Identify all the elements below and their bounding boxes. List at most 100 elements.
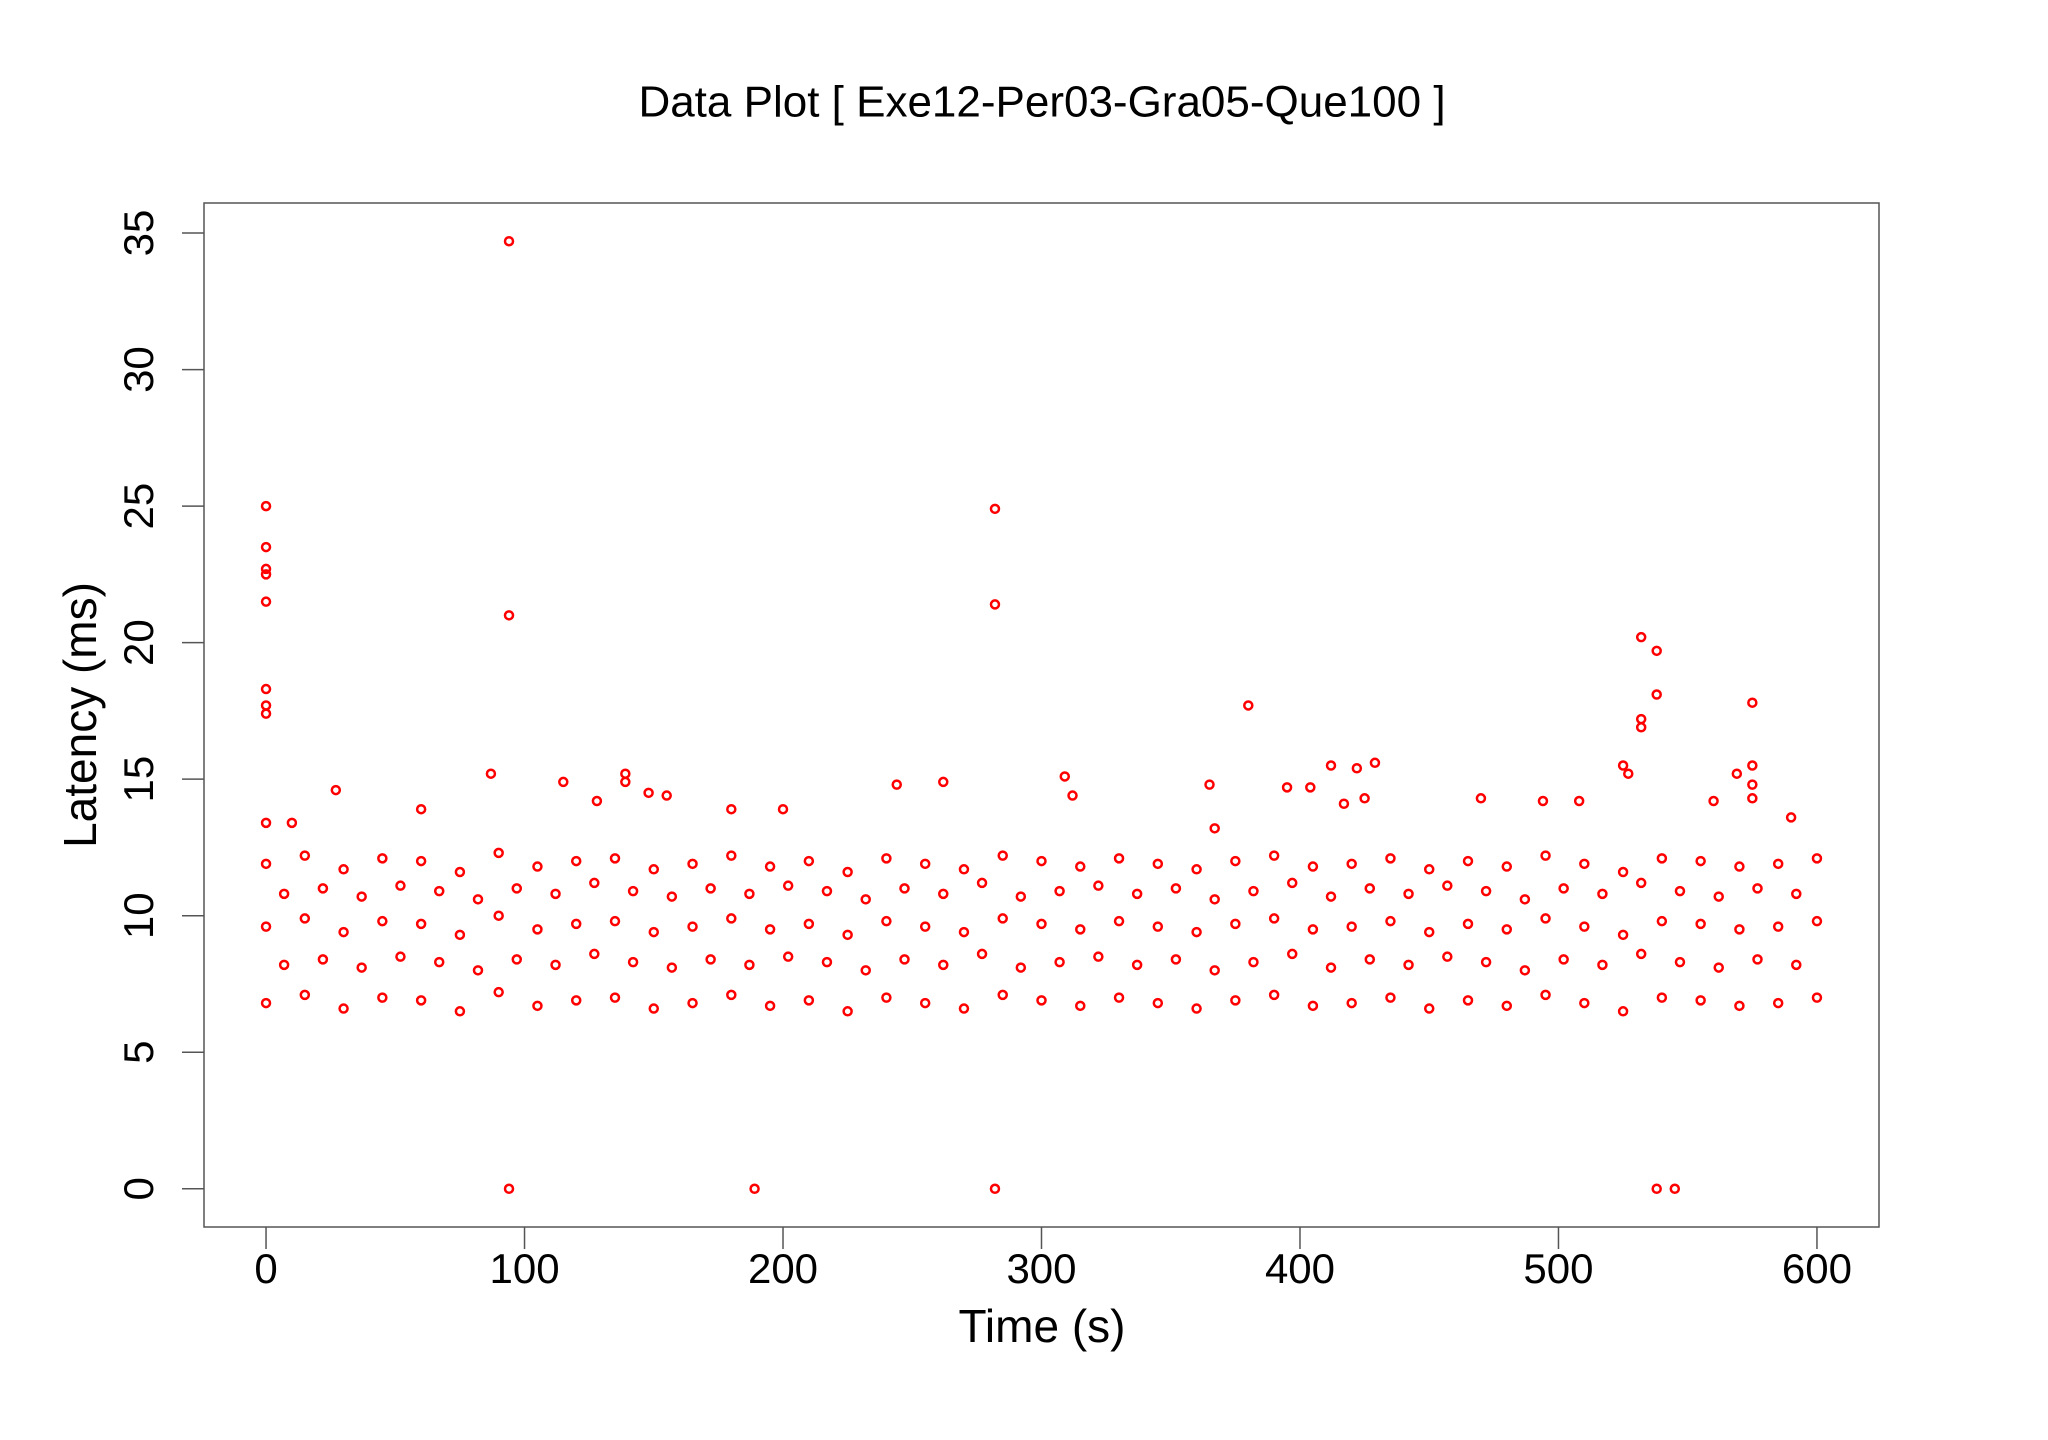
point	[493, 847, 504, 859]
point	[1385, 915, 1396, 927]
point	[1734, 861, 1745, 872]
point	[1268, 989, 1280, 1001]
point	[570, 855, 582, 867]
point	[1230, 918, 1241, 930]
point	[1093, 880, 1104, 891]
point	[299, 913, 311, 924]
point	[1191, 864, 1202, 875]
point	[260, 500, 272, 512]
point	[1480, 956, 1492, 968]
point	[415, 803, 427, 815]
point	[472, 894, 484, 905]
y-tick-label: 25	[115, 483, 162, 530]
point	[1501, 861, 1513, 872]
point	[1708, 795, 1719, 807]
point	[803, 855, 815, 867]
point	[1075, 861, 1086, 872]
point	[1036, 918, 1047, 930]
point	[1635, 722, 1647, 733]
point	[1656, 992, 1668, 1003]
point	[687, 921, 698, 932]
point	[976, 948, 988, 960]
point	[1734, 924, 1745, 935]
point	[1131, 959, 1143, 971]
point	[1423, 926, 1435, 938]
point	[1475, 793, 1487, 804]
point	[356, 891, 367, 902]
point	[1346, 858, 1357, 870]
point	[609, 853, 621, 864]
point	[1204, 779, 1215, 790]
point	[1054, 885, 1065, 897]
point	[1131, 888, 1143, 900]
point	[1597, 959, 1608, 971]
point	[260, 708, 272, 719]
point	[1540, 989, 1551, 1001]
point	[1695, 855, 1706, 867]
point	[777, 803, 789, 815]
point	[1152, 921, 1164, 932]
point	[1325, 962, 1337, 973]
point	[1067, 790, 1078, 801]
point	[1113, 853, 1125, 864]
point	[989, 1183, 1001, 1195]
point	[842, 1006, 853, 1017]
point	[1230, 995, 1241, 1006]
y-tick-label: 30	[115, 346, 162, 393]
point	[1635, 948, 1647, 960]
point	[726, 850, 737, 861]
point	[260, 563, 272, 575]
point	[1286, 877, 1298, 889]
point	[1713, 962, 1724, 973]
point	[589, 877, 600, 889]
point	[1385, 992, 1396, 1003]
point	[1191, 926, 1202, 938]
point	[661, 790, 672, 801]
point	[1579, 921, 1590, 932]
point	[338, 1003, 349, 1014]
point	[415, 918, 427, 930]
point	[1307, 924, 1319, 935]
point	[278, 888, 290, 900]
point	[511, 883, 523, 894]
point	[1540, 850, 1551, 861]
point	[356, 962, 367, 973]
point	[1747, 779, 1758, 790]
point	[1403, 959, 1414, 971]
point	[532, 924, 543, 935]
point	[1617, 929, 1629, 941]
point	[705, 954, 716, 965]
point	[881, 853, 892, 864]
point	[1113, 992, 1125, 1003]
point	[550, 888, 561, 900]
point	[938, 959, 949, 971]
point	[1519, 965, 1531, 976]
point	[1338, 798, 1350, 809]
point	[472, 965, 484, 976]
point	[1669, 1183, 1681, 1195]
point	[997, 850, 1008, 861]
point	[1791, 959, 1802, 971]
point	[648, 926, 660, 938]
point	[1462, 855, 1474, 867]
x-tick-label: 500	[1523, 1245, 1593, 1292]
y-axis-title: Latency (ms)	[54, 582, 106, 848]
point	[976, 877, 988, 889]
point	[1113, 915, 1125, 927]
point	[377, 853, 388, 864]
point	[1346, 997, 1357, 1009]
point	[1734, 1000, 1745, 1012]
point	[764, 861, 776, 872]
point	[1307, 1000, 1319, 1012]
point	[286, 817, 298, 829]
point	[1325, 891, 1337, 902]
point	[1268, 913, 1280, 924]
point	[1385, 853, 1396, 864]
point	[919, 921, 931, 932]
point	[609, 915, 621, 927]
point	[1346, 921, 1357, 932]
point	[1209, 823, 1220, 834]
point	[803, 918, 815, 930]
point	[1462, 995, 1474, 1006]
point	[1152, 997, 1164, 1009]
